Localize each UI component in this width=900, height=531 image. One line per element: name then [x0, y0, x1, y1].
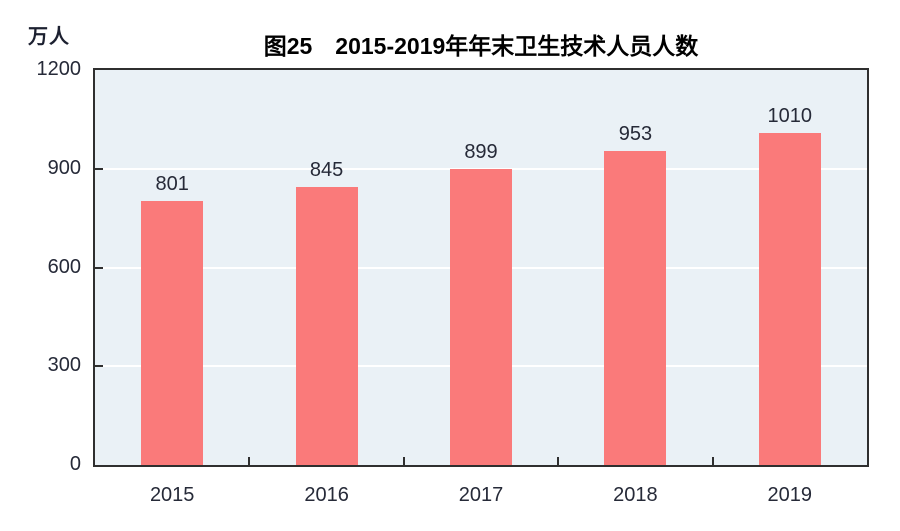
chart-title: 图25 2015-2019年年末卫生技术人员人数 [263, 33, 699, 59]
x-tick-label-2018: 2018 [613, 484, 658, 506]
y-tick-label-900: 900 [47, 156, 81, 179]
y-tick-mark-600 [95, 266, 103, 269]
bar-value-label-2019: 1010 [767, 104, 813, 127]
bar-value-label-2017: 899 [464, 141, 498, 164]
x-tick-label-2016: 2016 [304, 484, 349, 506]
y-tick-label-1200: 1200 [36, 58, 82, 80]
x-tick-mark-4 [711, 457, 714, 465]
gridline-900 [95, 167, 867, 170]
x-tick-label-2019: 2019 [767, 484, 813, 506]
bar-2019 [758, 132, 821, 465]
bar-2016 [295, 186, 358, 465]
y-tick-label-600: 600 [47, 255, 81, 278]
x-tick-label-2015: 2015 [149, 484, 195, 506]
bar-2017 [450, 169, 512, 465]
x-tick-mark-2 [402, 457, 405, 465]
y-tick-mark-900 [95, 167, 103, 170]
x-tick-label-2017: 2017 [458, 484, 504, 506]
bar-2015 [141, 201, 204, 465]
plot-area: 801 845 899 953 1010 [93, 68, 869, 467]
bar-value-label-2018: 953 [618, 123, 653, 146]
y-tick-label-0: 0 [69, 453, 81, 475]
x-tick-mark-3 [557, 457, 560, 465]
y-tick-label-300: 300 [47, 354, 81, 377]
y-tick-mark-300 [95, 365, 103, 368]
y-axis-unit-label: 万人 [28, 26, 70, 48]
bar-2018 [604, 151, 667, 465]
bar-value-label-2016: 845 [309, 158, 344, 181]
plot-inner: 801 845 899 953 1010 [95, 70, 867, 465]
bar-value-label-2015: 801 [155, 173, 189, 196]
x-tick-mark-1 [248, 457, 251, 465]
